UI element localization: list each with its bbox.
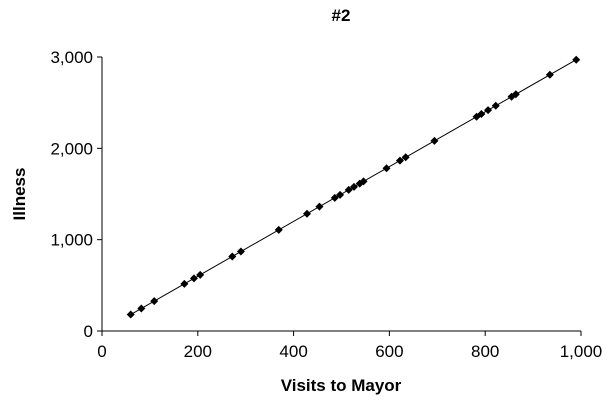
data-point	[344, 185, 353, 194]
chart-title: #2	[332, 6, 351, 25]
data-point	[430, 136, 439, 145]
x-tick-label: 400	[279, 342, 307, 361]
x-tick-label: 1,000	[560, 342, 603, 361]
data-point	[330, 193, 339, 202]
axes: 0 200 400 600 800 1,000 0 1,000 2,000 3,000	[50, 48, 602, 361]
data-point	[274, 225, 283, 234]
x-tick-label: 600	[375, 342, 403, 361]
x-tick-label: 200	[184, 342, 212, 361]
data-points	[126, 55, 581, 319]
data-point	[545, 70, 554, 79]
data-point	[484, 106, 493, 115]
x-axis-label: Visits to Mayor	[281, 376, 402, 395]
x-tick-label: 800	[471, 342, 499, 361]
data-point	[401, 153, 410, 162]
data-point	[228, 252, 237, 261]
data-point	[137, 304, 146, 313]
data-point	[126, 310, 135, 319]
data-point	[303, 209, 312, 218]
data-point	[511, 90, 520, 99]
data-point	[395, 156, 404, 165]
data-point	[491, 101, 500, 110]
data-point	[336, 190, 345, 199]
data-point	[349, 182, 358, 191]
x-tick-label: 0	[97, 342, 106, 361]
data-point	[150, 297, 159, 306]
y-tick-label: 1,000	[50, 231, 93, 250]
data-point	[359, 177, 368, 186]
data-point	[477, 109, 486, 118]
y-tick-label: 0	[84, 322, 93, 341]
y-axis-label: Illness	[10, 168, 29, 221]
data-point	[236, 247, 245, 256]
data-point	[180, 279, 189, 288]
data-point	[382, 164, 391, 173]
data-point	[189, 274, 198, 283]
data-point	[315, 202, 324, 211]
y-tick-label: 3,000	[50, 48, 93, 67]
y-tick-label: 2,000	[50, 139, 93, 158]
data-point	[196, 270, 205, 279]
data-point	[572, 55, 581, 64]
